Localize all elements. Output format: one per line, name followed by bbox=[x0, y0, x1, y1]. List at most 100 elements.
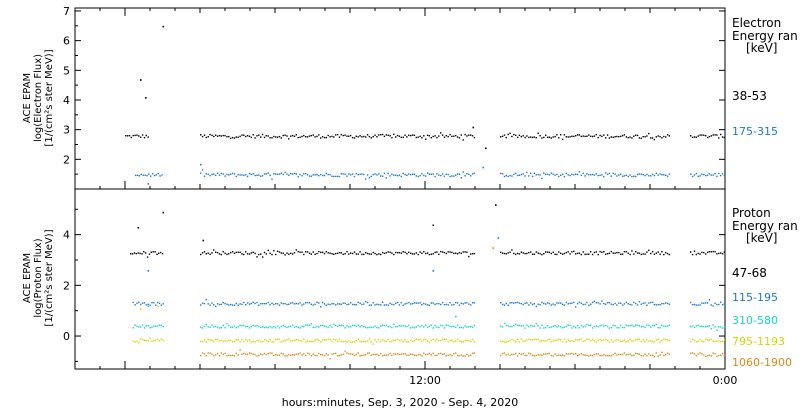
proton-point-115-195 bbox=[563, 304, 566, 306]
proton-point-47-68 bbox=[693, 250, 696, 252]
proton-point-115-195 bbox=[533, 303, 536, 305]
proton-point-1060-1900 bbox=[417, 354, 419, 356]
electron-point-175-315 bbox=[230, 173, 232, 175]
electron-point-175-315 bbox=[203, 175, 206, 177]
proton-point-1060-1900 bbox=[642, 355, 644, 357]
electron-point-175-315 bbox=[668, 173, 671, 175]
proton-point-47-68 bbox=[513, 252, 515, 255]
proton-point-1060-1900 bbox=[387, 354, 389, 356]
proton-point-1060-1900 bbox=[695, 354, 697, 357]
electron-point-175-315 bbox=[699, 175, 701, 177]
proton-point-310-580 bbox=[396, 325, 399, 328]
proton-y-label: ACE EPAM log(Proton Flux) [1/(cm²s ster … bbox=[22, 229, 55, 326]
electron-point-175-315 bbox=[406, 174, 408, 176]
proton-point-795-1193 bbox=[471, 338, 474, 340]
electron-point-175-315 bbox=[456, 173, 459, 175]
proton-point-47-68 bbox=[329, 252, 331, 254]
proton-point-310-580 bbox=[434, 324, 436, 327]
proton-point-47-68 bbox=[640, 253, 642, 256]
proton-point-310-580 bbox=[387, 326, 389, 328]
proton-point-1060-1900 bbox=[513, 353, 515, 356]
proton-point-47-68 bbox=[520, 251, 522, 253]
electron-panel-frame bbox=[74, 7, 726, 190]
electron-point-175-315 bbox=[353, 175, 356, 178]
proton-point-795-1193 bbox=[410, 339, 412, 341]
electron-point-175-315 bbox=[411, 173, 414, 175]
proton-point-115-195 bbox=[357, 301, 359, 303]
proton-point-310-580 bbox=[215, 325, 217, 328]
proton-ytick-label: 0 bbox=[63, 330, 70, 343]
electron-point-175-315 bbox=[340, 172, 342, 175]
proton-point-1060-1900 bbox=[276, 354, 279, 356]
proton-point-115-195 bbox=[537, 303, 539, 305]
proton-point-310-580 bbox=[342, 325, 344, 327]
proton-point-310-580 bbox=[614, 325, 616, 327]
electron-point-38-53 bbox=[143, 137, 146, 139]
proton-point-310-580 bbox=[531, 325, 534, 327]
electron-point-175-315 bbox=[516, 174, 519, 177]
electron-point-175-315 bbox=[550, 172, 552, 174]
electron-point-38-53 bbox=[443, 136, 446, 138]
electron-point-175-315 bbox=[246, 175, 249, 178]
proton-point-310-580 bbox=[155, 325, 157, 327]
proton-point-1060-1900 bbox=[468, 355, 470, 357]
electron-point-175-315 bbox=[561, 173, 564, 175]
proton-point-795-1193 bbox=[348, 340, 350, 342]
electron-point-175-315 bbox=[323, 174, 326, 177]
proton-point-310-580 bbox=[203, 325, 206, 327]
proton-point-115-195 bbox=[705, 302, 707, 304]
proton-ylabel-line3: [1/(cm²s ster MeV)] bbox=[44, 229, 55, 326]
electron-point-175-315 bbox=[595, 173, 597, 175]
proton-point-115-195 bbox=[436, 302, 438, 305]
proton-point-795-1193 bbox=[400, 339, 402, 341]
proton-point-310-580 bbox=[690, 325, 692, 328]
proton-point-1060-1900 bbox=[410, 353, 412, 355]
proton-point-1060-1900 bbox=[200, 354, 202, 357]
proton-panel-frame bbox=[74, 188, 726, 370]
proton-point-115-195 bbox=[710, 304, 712, 306]
electron-point-175-315 bbox=[513, 173, 515, 176]
proton-point-47-68 bbox=[648, 249, 650, 251]
proton-point-47-68 bbox=[278, 251, 281, 253]
proton-point-310-580 bbox=[638, 325, 641, 327]
proton-point-310-580 bbox=[588, 324, 590, 326]
proton-point-795-1193 bbox=[590, 340, 592, 342]
electron-point-175-315 bbox=[395, 174, 397, 176]
proton-point-1060-1900 bbox=[370, 354, 372, 356]
electron-point-175-315 bbox=[303, 173, 305, 175]
proton-point-795-1193 bbox=[464, 339, 466, 342]
proton-point-795-1193 bbox=[393, 339, 395, 341]
proton-point-115-195 bbox=[408, 301, 410, 304]
electron-point-38-53 bbox=[220, 135, 222, 137]
electron-point-175-315 bbox=[552, 173, 554, 175]
electron-point-38-53 bbox=[548, 136, 551, 138]
proton-point-115-195 bbox=[366, 301, 369, 304]
proton-legend-795-1193: 795-1193 bbox=[732, 335, 785, 348]
proton-point-47-68 bbox=[699, 253, 701, 255]
electron-point-175-315 bbox=[344, 173, 346, 175]
electron-point-175-315 bbox=[136, 174, 139, 177]
proton-point-1060-1900 bbox=[398, 353, 401, 356]
proton-point-795-1193 bbox=[458, 340, 461, 342]
proton-point-115-195 bbox=[554, 304, 556, 306]
proton-point-310-580 bbox=[650, 326, 652, 328]
proton-point-795-1193 bbox=[575, 338, 577, 341]
electron-point-175-315 bbox=[665, 174, 667, 176]
electron-point-38-53 bbox=[650, 137, 652, 139]
proton-point-310-580 bbox=[406, 325, 408, 328]
proton-point-310-580 bbox=[291, 324, 294, 326]
electron-point-38-53 bbox=[447, 135, 449, 138]
electron-point-38-53 bbox=[261, 133, 264, 136]
electron-point-175-315 bbox=[642, 174, 644, 176]
proton-point-310-580 bbox=[378, 327, 380, 329]
electron-point-175-315 bbox=[714, 172, 716, 175]
proton-point-1060-1900 bbox=[466, 353, 468, 356]
proton-point-115-195 bbox=[603, 302, 605, 305]
electron-point-38-53 bbox=[571, 135, 573, 137]
electron-point-38-53 bbox=[314, 136, 316, 138]
proton-point-310-580 bbox=[605, 324, 607, 327]
proton-point-115-195 bbox=[507, 304, 509, 306]
electron-point-175-315 bbox=[706, 174, 709, 176]
proton-point-115-195 bbox=[312, 304, 314, 306]
proton-point-795-1193 bbox=[209, 339, 211, 341]
